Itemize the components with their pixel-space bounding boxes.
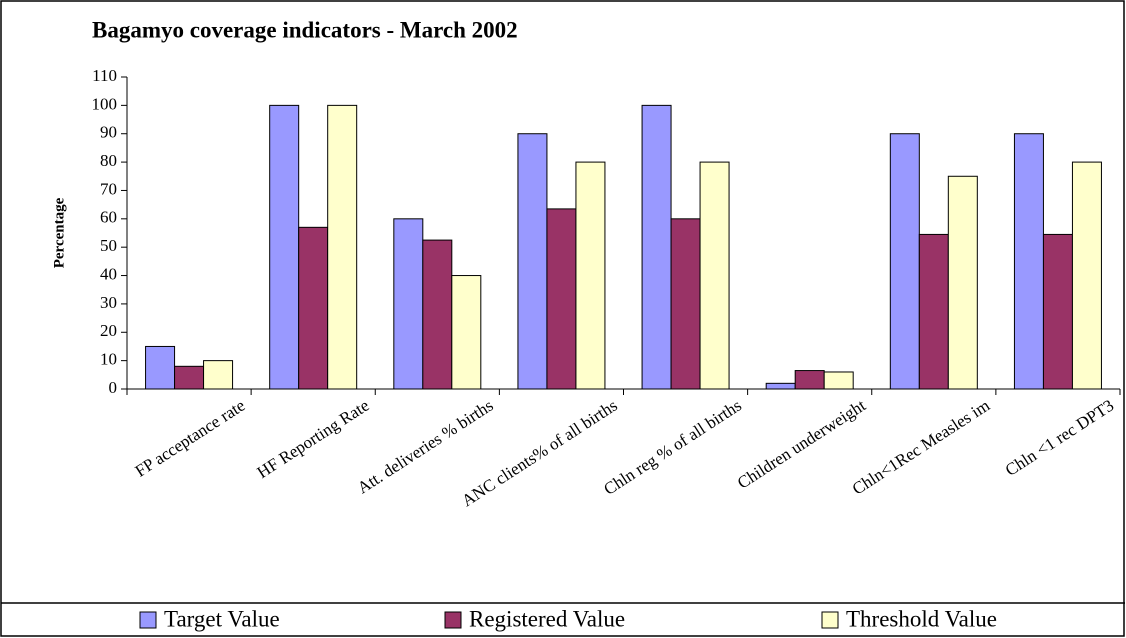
bar [575, 161, 606, 390]
bar [451, 275, 482, 390]
y-tick-label: 50 [100, 236, 117, 255]
bar [889, 133, 920, 390]
chart-title: Bagamyo coverage indicators - March 2002 [92, 17, 518, 42]
y-tick-label: 80 [100, 151, 117, 170]
bar [517, 133, 548, 390]
y-tick-label: 40 [100, 264, 117, 283]
y-tick-label: 0 [109, 378, 118, 397]
bar [794, 370, 825, 390]
bar [203, 360, 234, 390]
bar [269, 104, 300, 390]
bar [1042, 233, 1073, 390]
bar [327, 104, 358, 390]
y-tick-label: 10 [100, 350, 117, 369]
legend-swatch [821, 611, 839, 629]
y-tick-label: 90 [100, 123, 117, 142]
bar [393, 218, 424, 390]
bar [765, 382, 796, 390]
legend-label: Target Value [164, 606, 280, 631]
legend-label: Registered Value [469, 606, 625, 631]
y-tick-label: 30 [100, 293, 117, 312]
y-tick-label: 70 [100, 179, 117, 198]
bar [145, 345, 176, 390]
bar [947, 175, 978, 390]
y-tick-label: 20 [100, 321, 117, 340]
bar [298, 226, 329, 390]
bar [641, 104, 672, 390]
y-tick-label: 100 [92, 94, 118, 113]
bar [699, 161, 730, 390]
bar [1013, 133, 1044, 390]
bar [670, 218, 701, 390]
bar [422, 239, 453, 390]
bar [174, 365, 205, 390]
y-tick-label: 110 [92, 66, 117, 85]
y-tick-label: 60 [100, 208, 117, 227]
bar [918, 233, 949, 390]
bar [823, 371, 854, 390]
bar [546, 208, 577, 390]
y-axis-label: Percentage [51, 197, 67, 268]
legend-label: Threshold Value [846, 606, 997, 631]
legend-swatch [139, 611, 157, 629]
legend-swatch [444, 611, 462, 629]
bar [1071, 161, 1102, 390]
